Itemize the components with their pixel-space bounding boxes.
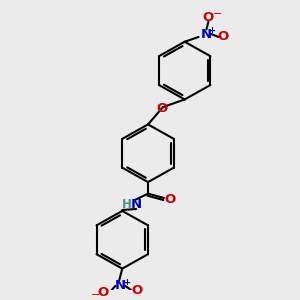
Text: O: O: [156, 102, 167, 115]
Text: N: N: [115, 279, 126, 292]
Text: N: N: [130, 198, 142, 211]
Text: O: O: [164, 193, 176, 206]
Text: +: +: [123, 278, 130, 286]
Text: O: O: [131, 284, 143, 297]
Text: −: −: [213, 9, 222, 19]
Text: −: −: [91, 290, 100, 300]
Text: O: O: [203, 11, 214, 24]
Text: +: +: [208, 26, 215, 35]
Text: O: O: [218, 31, 229, 44]
Text: O: O: [98, 286, 109, 299]
Text: H: H: [122, 198, 132, 211]
Text: N: N: [201, 28, 212, 40]
